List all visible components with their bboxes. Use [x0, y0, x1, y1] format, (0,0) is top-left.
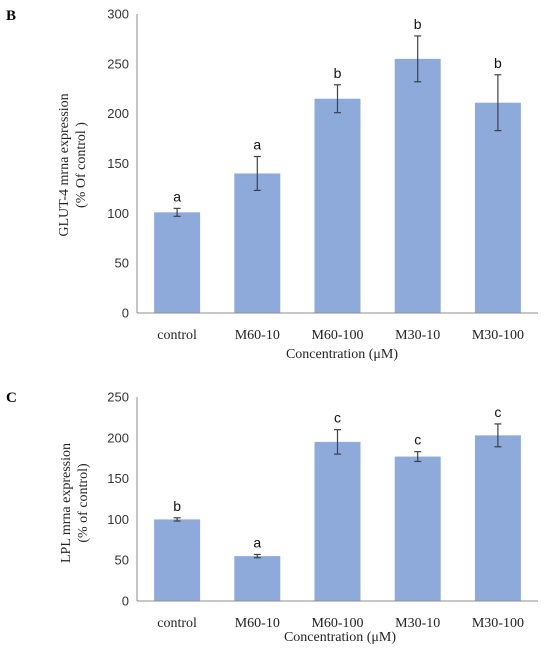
- error-bar: [253, 155, 261, 192]
- y-axis-title-line-2: (% of control): [76, 463, 91, 543]
- x-axis-title: Concentration (μM): [284, 630, 396, 645]
- error-bar: [494, 74, 502, 132]
- panel-letter: B: [6, 8, 16, 24]
- y-tick-label: 200: [107, 430, 129, 445]
- y-tick-label: 0: [122, 594, 129, 609]
- panel-letter: C: [6, 390, 17, 406]
- error-bar: [414, 35, 422, 83]
- y-tick-label: 50: [115, 553, 129, 568]
- bar: [154, 519, 201, 601]
- y-tick-label: 200: [107, 106, 129, 121]
- category-label: M60-10: [235, 616, 280, 631]
- error-bar: [334, 429, 341, 455]
- category-label: M30-10: [395, 616, 440, 631]
- category-label: M60-10: [235, 328, 280, 343]
- significance-label: c: [414, 432, 421, 448]
- significance-label: a: [253, 534, 261, 550]
- category-label: M30-100: [472, 328, 524, 343]
- y-axis-title-line-1: LPL mrna expression: [59, 443, 74, 563]
- y-tick-label: 0: [122, 306, 129, 321]
- bar: [234, 556, 281, 601]
- y-tick-label: 50: [115, 256, 129, 271]
- y-tick-label: 150: [107, 156, 129, 171]
- significance-label: b: [414, 16, 422, 32]
- category-label: M60-100: [311, 328, 363, 343]
- y-axis-title-line-1: GLUT-4 mrna expression: [57, 93, 72, 236]
- error-bar: [173, 207, 181, 217]
- significance-label: a: [253, 137, 261, 153]
- category-label: M30-100: [472, 616, 524, 631]
- y-axis-title: GLUT-4 mrna expression (% Of control ): [57, 93, 89, 236]
- chart-panel-b: B GLUT-4 mrna expression (% Of control )…: [6, 7, 538, 362]
- significance-label: b: [334, 65, 342, 81]
- bar: [154, 212, 201, 313]
- y-tick-label: 250: [107, 56, 129, 71]
- chart-panel-c: C LPL mrna expression (% of control) Con…: [6, 390, 538, 645]
- error-bar: [173, 517, 181, 522]
- category-label: control: [157, 616, 197, 631]
- y-tick-label: 150: [107, 471, 129, 486]
- error-bar: [414, 451, 422, 463]
- category-label: M60-100: [311, 616, 363, 631]
- error-bar: [253, 553, 261, 559]
- significance-label: c: [334, 410, 341, 426]
- bar: [394, 58, 441, 313]
- y-axis-title: LPL mrna expression (% of control): [59, 443, 91, 563]
- significance-label: b: [494, 55, 502, 71]
- error-bar: [334, 84, 341, 114]
- y-tick-label: 300: [107, 7, 129, 22]
- y-tick-label: 100: [107, 512, 129, 527]
- bar: [314, 441, 361, 601]
- x-axis-title: Concentration (μM): [286, 347, 398, 362]
- bar: [474, 102, 521, 313]
- category-label: M30-10: [395, 328, 440, 343]
- significance-label: a: [173, 188, 181, 204]
- error-bar: [494, 423, 502, 448]
- bar: [314, 98, 361, 313]
- significance-label: c: [494, 404, 501, 420]
- bar: [474, 435, 521, 601]
- y-tick-label: 250: [107, 390, 129, 405]
- significance-label: b: [173, 498, 181, 514]
- y-tick-label: 100: [107, 206, 129, 221]
- y-axis-title-line-2: (% Of control ): [74, 122, 89, 208]
- bar: [394, 456, 441, 601]
- bar: [234, 173, 281, 313]
- category-label: control: [157, 328, 197, 343]
